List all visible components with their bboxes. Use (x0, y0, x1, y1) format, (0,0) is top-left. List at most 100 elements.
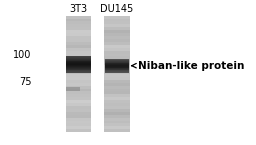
Bar (104, 68, 129, 69)
Bar (104, 71, 130, 74)
Bar (104, 45, 130, 48)
Bar (66, 66, 91, 67)
Bar (66, 36, 91, 39)
Bar (104, 103, 130, 106)
Bar (66, 83, 91, 86)
Bar (66, 19, 91, 21)
Bar (104, 62, 129, 63)
Bar (104, 68, 130, 71)
Bar (66, 87, 80, 91)
Bar (104, 71, 129, 72)
Bar (104, 86, 130, 88)
Bar (104, 27, 130, 30)
Bar (104, 21, 130, 24)
Bar (66, 60, 91, 61)
Bar (66, 59, 91, 62)
Bar (104, 66, 129, 67)
Bar (104, 30, 130, 33)
Bar (66, 57, 91, 58)
Bar (66, 126, 91, 129)
Bar (66, 45, 91, 48)
Bar (104, 65, 130, 68)
Bar (104, 67, 129, 68)
Bar (104, 19, 130, 21)
Bar (66, 21, 91, 24)
Bar (104, 61, 129, 62)
Bar (104, 109, 130, 112)
Bar (66, 118, 91, 121)
Bar (104, 70, 129, 71)
Bar (66, 63, 91, 64)
Bar (104, 118, 130, 121)
Bar (66, 65, 91, 68)
Bar (104, 65, 129, 66)
Bar (66, 56, 91, 59)
Bar (104, 36, 130, 39)
Bar (66, 42, 91, 45)
Text: 75: 75 (19, 77, 32, 87)
Bar (66, 51, 91, 54)
Bar (104, 16, 130, 19)
Bar (66, 112, 91, 115)
Text: 3T3: 3T3 (69, 4, 88, 14)
Bar (104, 48, 130, 51)
Bar (66, 69, 91, 70)
Bar (66, 67, 91, 68)
Bar (66, 64, 91, 65)
Bar (104, 59, 129, 60)
Bar (66, 77, 91, 80)
Bar (104, 97, 130, 100)
Bar (66, 48, 91, 51)
Bar (104, 112, 130, 115)
Bar (66, 80, 91, 83)
Bar (66, 62, 91, 63)
Bar (104, 51, 130, 54)
Bar (66, 39, 91, 42)
Bar (66, 16, 91, 19)
Bar (66, 94, 91, 97)
Bar (66, 65, 91, 66)
Bar (104, 77, 130, 80)
Bar (66, 54, 91, 56)
Bar (66, 30, 91, 33)
Bar (104, 74, 130, 77)
Bar (66, 97, 91, 100)
Bar (104, 60, 129, 61)
Bar (104, 59, 130, 62)
Bar (104, 80, 130, 83)
Bar (66, 27, 91, 30)
Bar (66, 124, 91, 126)
Bar (104, 39, 130, 42)
Bar (66, 24, 91, 27)
Bar (104, 100, 130, 103)
Bar (66, 74, 91, 77)
Bar (104, 42, 130, 45)
Bar (104, 121, 130, 124)
Bar (66, 88, 91, 91)
Bar (66, 91, 91, 94)
Bar (66, 68, 91, 69)
Bar (66, 70, 91, 71)
Bar (66, 71, 91, 72)
Bar (66, 58, 91, 59)
Bar (66, 109, 91, 112)
Bar (66, 62, 91, 65)
Bar (104, 54, 130, 56)
Bar (66, 100, 91, 103)
Text: 100: 100 (13, 50, 32, 60)
Bar (104, 64, 129, 65)
Bar (66, 103, 91, 106)
Bar (104, 115, 130, 118)
Text: DU145: DU145 (100, 4, 133, 14)
Bar (104, 94, 130, 97)
Bar (104, 91, 130, 94)
Bar (104, 129, 130, 132)
Bar (104, 24, 130, 27)
Bar (66, 106, 91, 109)
Bar (104, 56, 130, 59)
Bar (66, 61, 91, 62)
Bar (104, 88, 130, 91)
Bar (104, 106, 130, 109)
Bar (66, 115, 91, 118)
Bar (104, 69, 129, 70)
